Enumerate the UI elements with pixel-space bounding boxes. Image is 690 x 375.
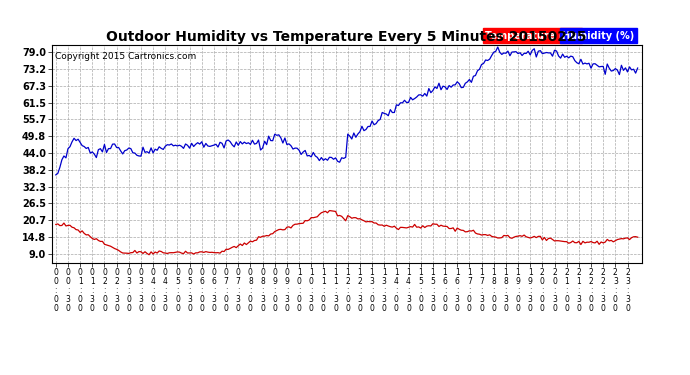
Text: Humidity (%): Humidity (%)	[562, 31, 634, 40]
Text: Copyright 2015 Cartronics.com: Copyright 2015 Cartronics.com	[55, 51, 196, 60]
Title: Outdoor Humidity vs Temperature Every 5 Minutes 20150225: Outdoor Humidity vs Temperature Every 5 …	[106, 30, 587, 44]
Text: Temperature (°F): Temperature (°F)	[485, 31, 580, 40]
